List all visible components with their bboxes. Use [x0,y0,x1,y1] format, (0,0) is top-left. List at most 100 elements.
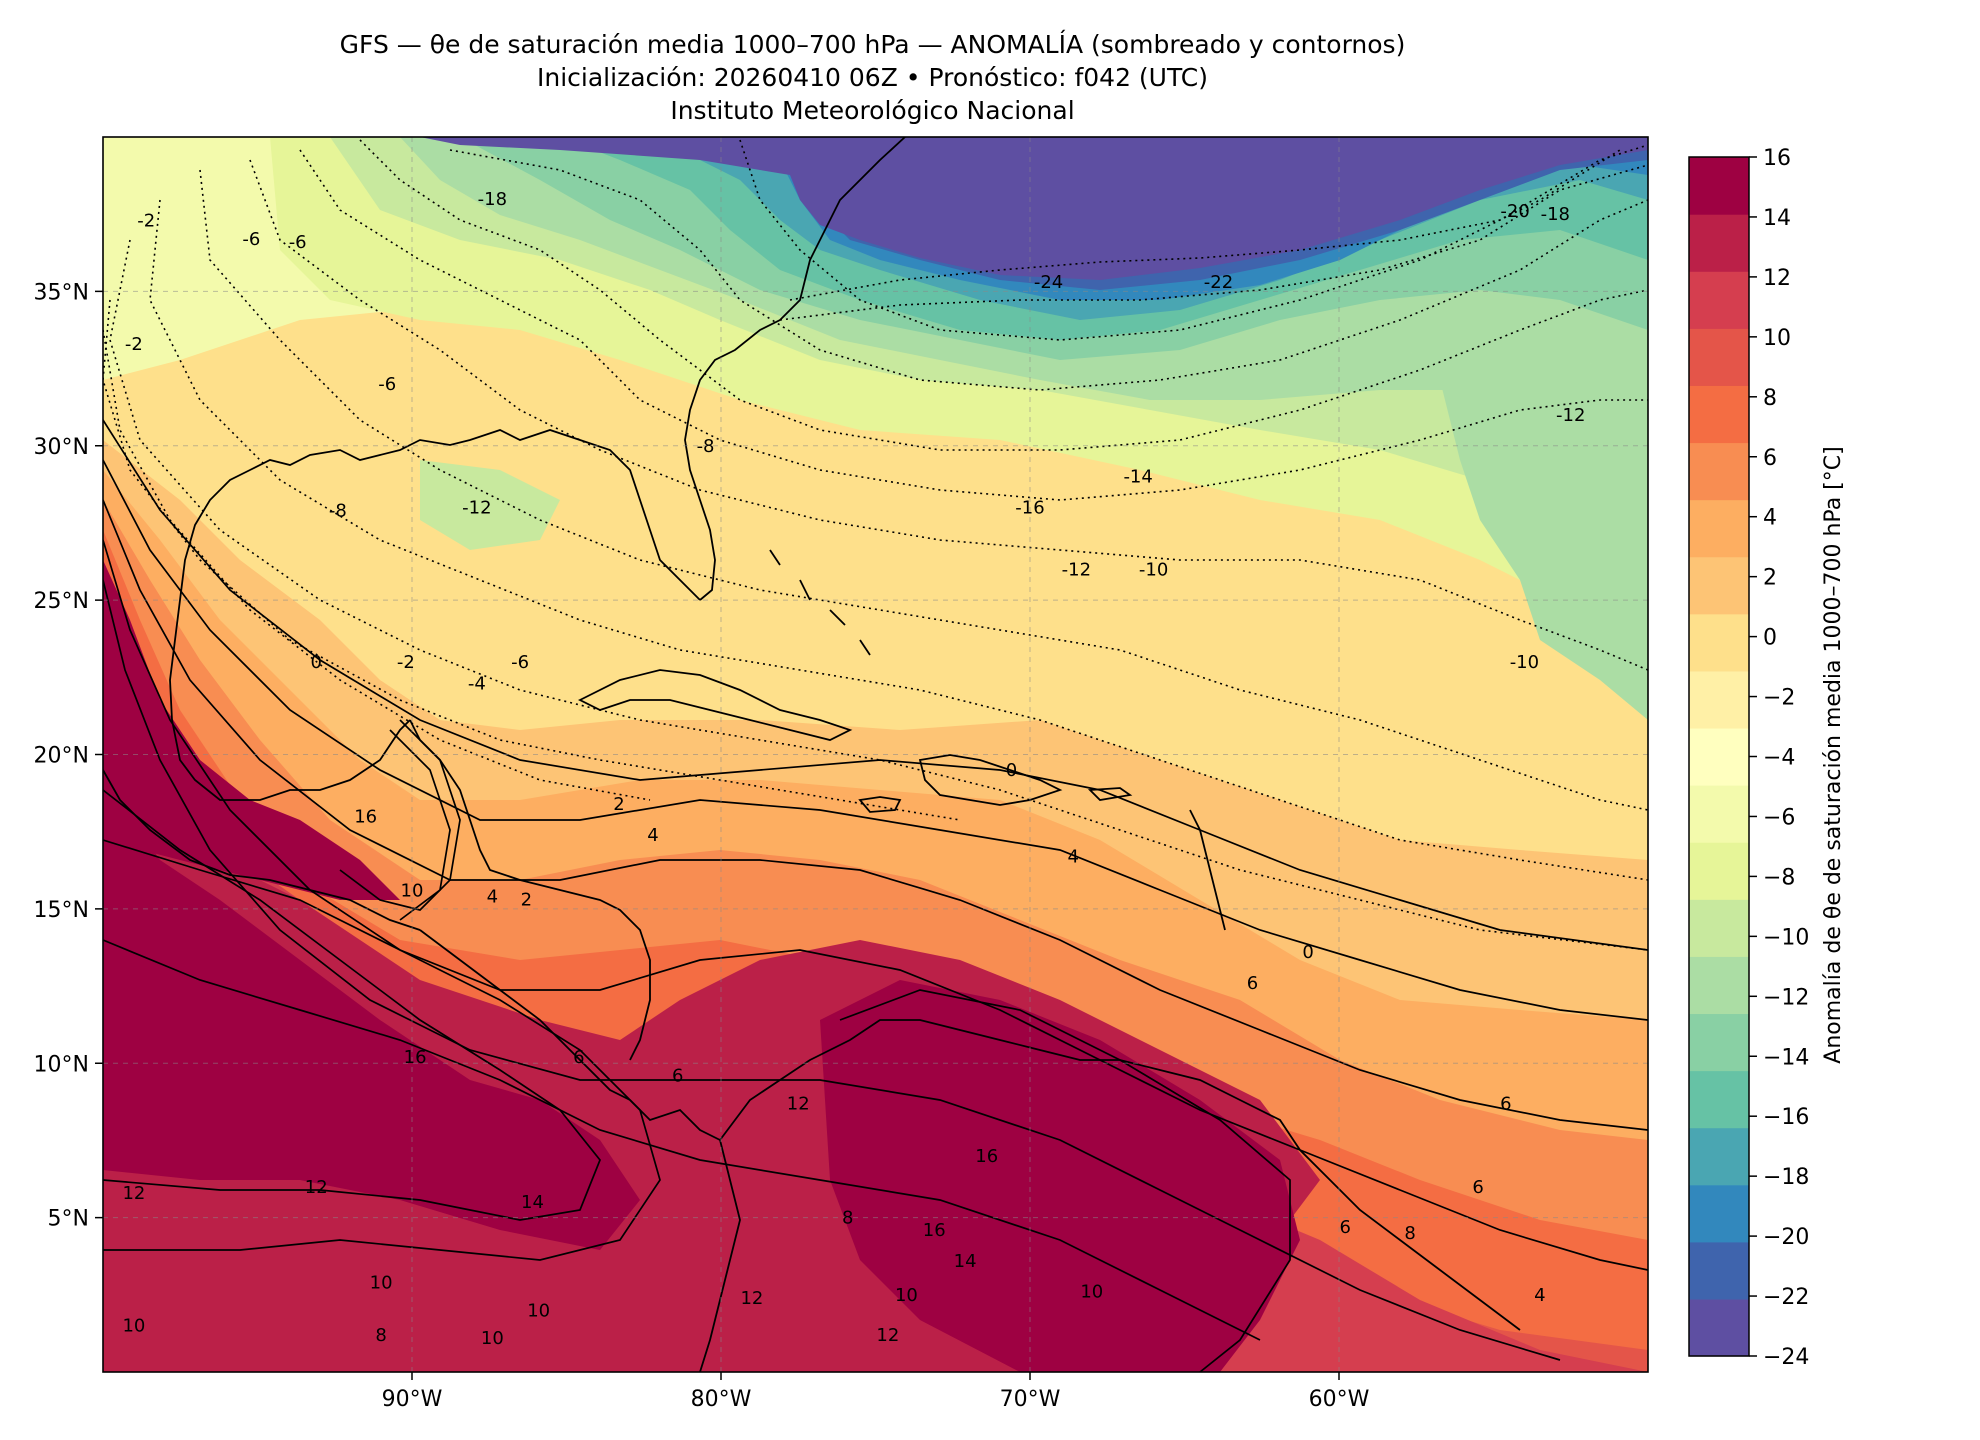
contour-label: -22 [1204,272,1233,293]
contour-label: 6 [1500,1093,1511,1114]
figure-subtitle-institution: Instituto Meteorológico Nacional [670,96,1075,125]
contour-label: 8 [375,1325,386,1346]
contour-label: -8 [697,436,715,457]
contour-label: 10 [1080,1282,1103,1303]
contour-label: -20 [1500,201,1529,222]
contour-label: 6 [573,1047,584,1068]
coast-yucatan [409,719,651,1061]
contour-label: 10 [895,1285,918,1306]
contour-label: 10 [122,1316,145,1337]
contour-neg-6 [109,239,1648,951]
contour-12 [103,839,661,1261]
contour-label: -16 [1015,498,1044,519]
coastlines [103,137,1521,1372]
colorbar-segment [1689,442,1749,501]
colorbar-tick-label: 14 [1763,206,1791,231]
contour-label: 12 [787,1093,810,1114]
contour-label: 14 [521,1192,544,1213]
colorbar-segment [1689,1013,1749,1072]
contour-label: 4 [1068,846,1079,867]
contour-8 [103,579,1561,1361]
lon-tick-label: 60°W [1309,1387,1370,1412]
colorbar-tick-label: −20 [1763,1225,1809,1250]
colorbar: 16 14 12 10 8 6 4 2 0 −2 −4 −6 −8 −10 −12 −14 −16 −18 −20 −… [1688,146,1809,1370]
colorbar-tick-label: 4 [1763,506,1777,531]
contour-label: 0 [310,652,321,673]
gridlines [103,137,1648,1372]
contour-label: -2 [137,210,155,231]
contour-label: 6 [672,1066,683,1087]
contour-label: 4 [487,887,498,908]
colorbar-tick-label: 16 [1763,146,1791,171]
colorbar-tick-label: −24 [1763,1345,1809,1370]
colorbar-tick-label: −16 [1763,1105,1809,1130]
contour-label: 2 [521,890,532,911]
colorbar-tick-label: −14 [1763,1045,1809,1070]
contour-label: -12 [1062,559,1091,580]
coast-central-america [419,929,721,1141]
contour-label: 0 [1006,760,1017,781]
coast-bahamas [769,549,871,656]
contour-label: -4 [468,673,486,694]
band-maroon-pacific [103,780,640,1250]
contour-label: -2 [125,334,143,355]
contour-label: 16 [354,806,377,827]
coast-south-america-pacific [699,1139,741,1372]
contour-label: 2 [613,794,624,815]
lat-tick-label: 15°N [34,898,89,923]
contour-label: -12 [1556,405,1585,426]
contour-label: 8 [842,1208,853,1229]
colorbar-tick-label: −8 [1763,865,1795,890]
lat-tick-label: 20°N [34,744,89,769]
contour-label: 16 [404,1047,427,1068]
contour-label: 14 [954,1251,977,1272]
band-patch-atlantic [1440,370,1648,720]
contour-8-mexico [389,729,451,921]
contour-neg-14 [299,149,1648,501]
contour-neg-22 [779,164,1648,321]
contour-label: -12 [462,498,491,519]
coast-hispaniola [918,754,1063,806]
contour-6 [103,539,1648,1271]
lon-tick-label: 70°W [1000,1387,1061,1412]
contour-label: 12 [876,1325,899,1346]
contour-label: 16 [923,1220,946,1241]
contour-label: 10 [370,1272,393,1293]
coast-cuba [577,669,853,741]
contour-16-south [839,989,1291,1372]
lat-tick-label: 5°N [48,1207,89,1232]
colorbar-segment [1689,499,1749,558]
contour-2 [103,459,1648,1021]
contour-label: -24 [1034,272,1063,293]
coast-gulf [169,429,701,801]
colorbar-segment [1689,385,1749,444]
contour-label: -6 [511,652,529,673]
contour-neg-10 [199,169,1648,811]
colorbar-tick-label: 0 [1763,626,1777,651]
colorbar-segment [1689,214,1749,272]
contour-label: 10 [481,1328,504,1349]
contour-label: 12 [740,1288,763,1309]
colorbar-segment [1689,785,1749,843]
band-maroon-mexico [103,560,400,900]
lat-tick-label: 25°N [34,589,89,614]
colorbar-segment [1689,157,1749,215]
contour-neg-18 [449,149,1648,391]
figure-subtitle-init: Inicialización: 20260410 06Z • Pronóstic… [537,63,1208,92]
band-patch-gulf [420,460,560,550]
lon-tick-label: 80°W [691,1387,752,1412]
contour-4 [103,499,1648,1131]
colorbar-tick-label: 2 [1763,566,1777,591]
contour-label: 10 [527,1300,550,1321]
coast-us-east [684,137,906,601]
colorbar-segment [1689,556,1749,615]
map-axes: 35°N 30°N 25°N 20°N 15°N 10°N 5°N 90°W 80°W 70°W 6… [34,280,1370,1412]
colorbar-tick-label: 12 [1763,266,1791,291]
contour-label: -18 [1541,204,1570,225]
colorbar-segment [1689,899,1749,957]
contour-label: 6 [1339,1217,1350,1238]
positive-contours [103,419,1648,1372]
contour-label: -2 [397,652,415,673]
